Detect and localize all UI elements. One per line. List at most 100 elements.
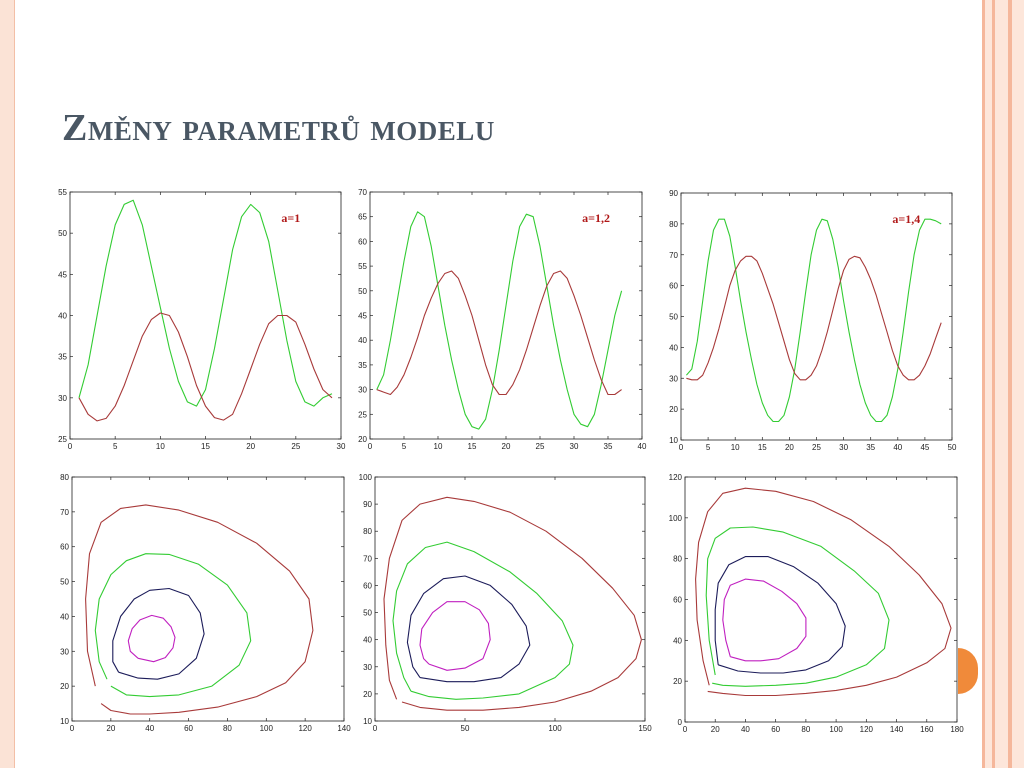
y-tick-label: 80 [669, 220, 678, 229]
x-tick-label: 100 [260, 724, 274, 733]
series-line [376, 211, 623, 430]
x-tick-label: 40 [741, 725, 750, 734]
y-tick-label: 40 [60, 612, 69, 621]
x-tick-label: 0 [68, 442, 73, 451]
chart-time-a14: 0 5 10 15 20 25 30 35 40 45 50 10 20 30 40 50 60 70 80 90 a=… [669, 189, 957, 452]
x-tick-label: 20 [106, 724, 115, 733]
series-line [695, 487, 952, 697]
y-tick-label: 55 [358, 262, 367, 271]
y-tick-label: 80 [60, 473, 69, 482]
x-tick-label: 30 [839, 443, 848, 452]
y-tick-label: 25 [58, 435, 67, 444]
x-tick-label: 100 [548, 724, 562, 733]
x-tick-label: 5 [402, 442, 407, 451]
x-tick-label: 150 [638, 724, 652, 733]
y-tick-label: 50 [58, 229, 67, 238]
x-tick-label: 20 [785, 443, 794, 452]
x-tick-label: 160 [920, 725, 934, 734]
x-tick-label: 10 [731, 443, 740, 452]
x-tick-label: 0 [70, 724, 75, 733]
y-tick-label: 50 [60, 578, 69, 587]
x-tick-label: 35 [604, 442, 613, 451]
series-line [78, 199, 333, 407]
y-tick-label: 30 [669, 374, 678, 383]
y-tick-label: 120 [669, 473, 683, 482]
y-tick-label: 90 [363, 500, 372, 509]
chart-phase-a14: 0 20 40 60 80 100 120 140 160 180 0 20 40 60 80 100 120 [669, 473, 965, 734]
plot-frame [69, 191, 342, 440]
y-tick-label: 35 [58, 353, 67, 362]
chart-time-a1: 0 5 10 15 20 25 30 25 30 35 40 45 50 55 a=1 [58, 188, 346, 451]
y-tick-label: 100 [359, 473, 373, 482]
y-tick-label: 60 [363, 581, 372, 590]
plot-frame [684, 476, 958, 723]
series-line [78, 312, 333, 422]
x-tick-label: 15 [758, 443, 767, 452]
y-tick-label: 10 [363, 717, 372, 726]
series-line [722, 578, 807, 662]
x-tick-label: 15 [468, 442, 477, 451]
y-tick-label: 60 [358, 237, 367, 246]
x-tick-label: 15 [201, 442, 210, 451]
x-tick-label: 35 [866, 443, 875, 452]
x-tick-label: 20 [711, 725, 720, 734]
x-tick-label: 45 [920, 443, 929, 452]
y-tick-label: 50 [358, 287, 367, 296]
y-tick-label: 70 [60, 508, 69, 517]
x-tick-label: 50 [461, 724, 470, 733]
y-tick-label: 45 [58, 270, 67, 279]
x-tick-label: 0 [368, 442, 373, 451]
y-tick-label: 10 [60, 717, 69, 726]
x-tick-label: 120 [860, 725, 874, 734]
series-line [419, 601, 491, 671]
x-tick-label: 180 [950, 725, 964, 734]
y-tick-label: 20 [60, 682, 69, 691]
x-tick-label: 5 [113, 442, 118, 451]
x-tick-label: 0 [373, 724, 378, 733]
y-tick-label: 80 [673, 555, 682, 564]
series-line [406, 575, 531, 683]
series-line [94, 553, 252, 698]
y-tick-label: 40 [58, 312, 67, 321]
y-tick-label: 30 [363, 663, 372, 672]
y-tick-label: 30 [58, 394, 67, 403]
x-tick-label: 140 [337, 724, 351, 733]
x-tick-label: 25 [812, 443, 821, 452]
y-tick-label: 40 [673, 636, 682, 645]
y-tick-label: 60 [673, 596, 682, 605]
x-tick-label: 20 [502, 442, 511, 451]
y-tick-label: 60 [60, 543, 69, 552]
left-decor-stripe [0, 0, 15, 768]
y-tick-label: 40 [363, 636, 372, 645]
x-tick-label: 25 [291, 442, 300, 451]
series-line [85, 504, 314, 715]
x-tick-label: 60 [771, 725, 780, 734]
x-tick-label: 40 [638, 442, 647, 451]
y-tick-label: 20 [673, 677, 682, 686]
plot-frame [71, 476, 345, 722]
chart-phase-a1: 0 20 40 60 80 100 120 140 10 20 30 40 50 60 70 80 [60, 473, 351, 733]
y-tick-label: 90 [669, 189, 678, 198]
x-tick-label: 20 [246, 442, 255, 451]
y-tick-label: 50 [363, 609, 372, 618]
series-line [127, 614, 176, 663]
series-line [383, 496, 642, 711]
x-tick-label: 0 [679, 443, 684, 452]
y-tick-label: 0 [678, 718, 683, 727]
x-tick-label: 50 [948, 443, 957, 452]
orange-decor-tab [958, 648, 978, 694]
x-tick-label: 80 [223, 724, 232, 733]
y-tick-label: 20 [358, 435, 367, 444]
y-tick-label: 80 [363, 527, 372, 536]
parameter-annotation: a=1 [281, 211, 300, 225]
x-tick-label: 140 [890, 725, 904, 734]
y-tick-label: 60 [669, 282, 678, 291]
y-tick-label: 45 [358, 312, 367, 321]
x-tick-label: 60 [184, 724, 193, 733]
x-tick-label: 10 [156, 442, 165, 451]
x-tick-label: 25 [536, 442, 545, 451]
y-tick-label: 30 [358, 386, 367, 395]
y-tick-label: 20 [363, 690, 372, 699]
x-tick-label: 5 [706, 443, 711, 452]
plot-frame [680, 192, 953, 441]
